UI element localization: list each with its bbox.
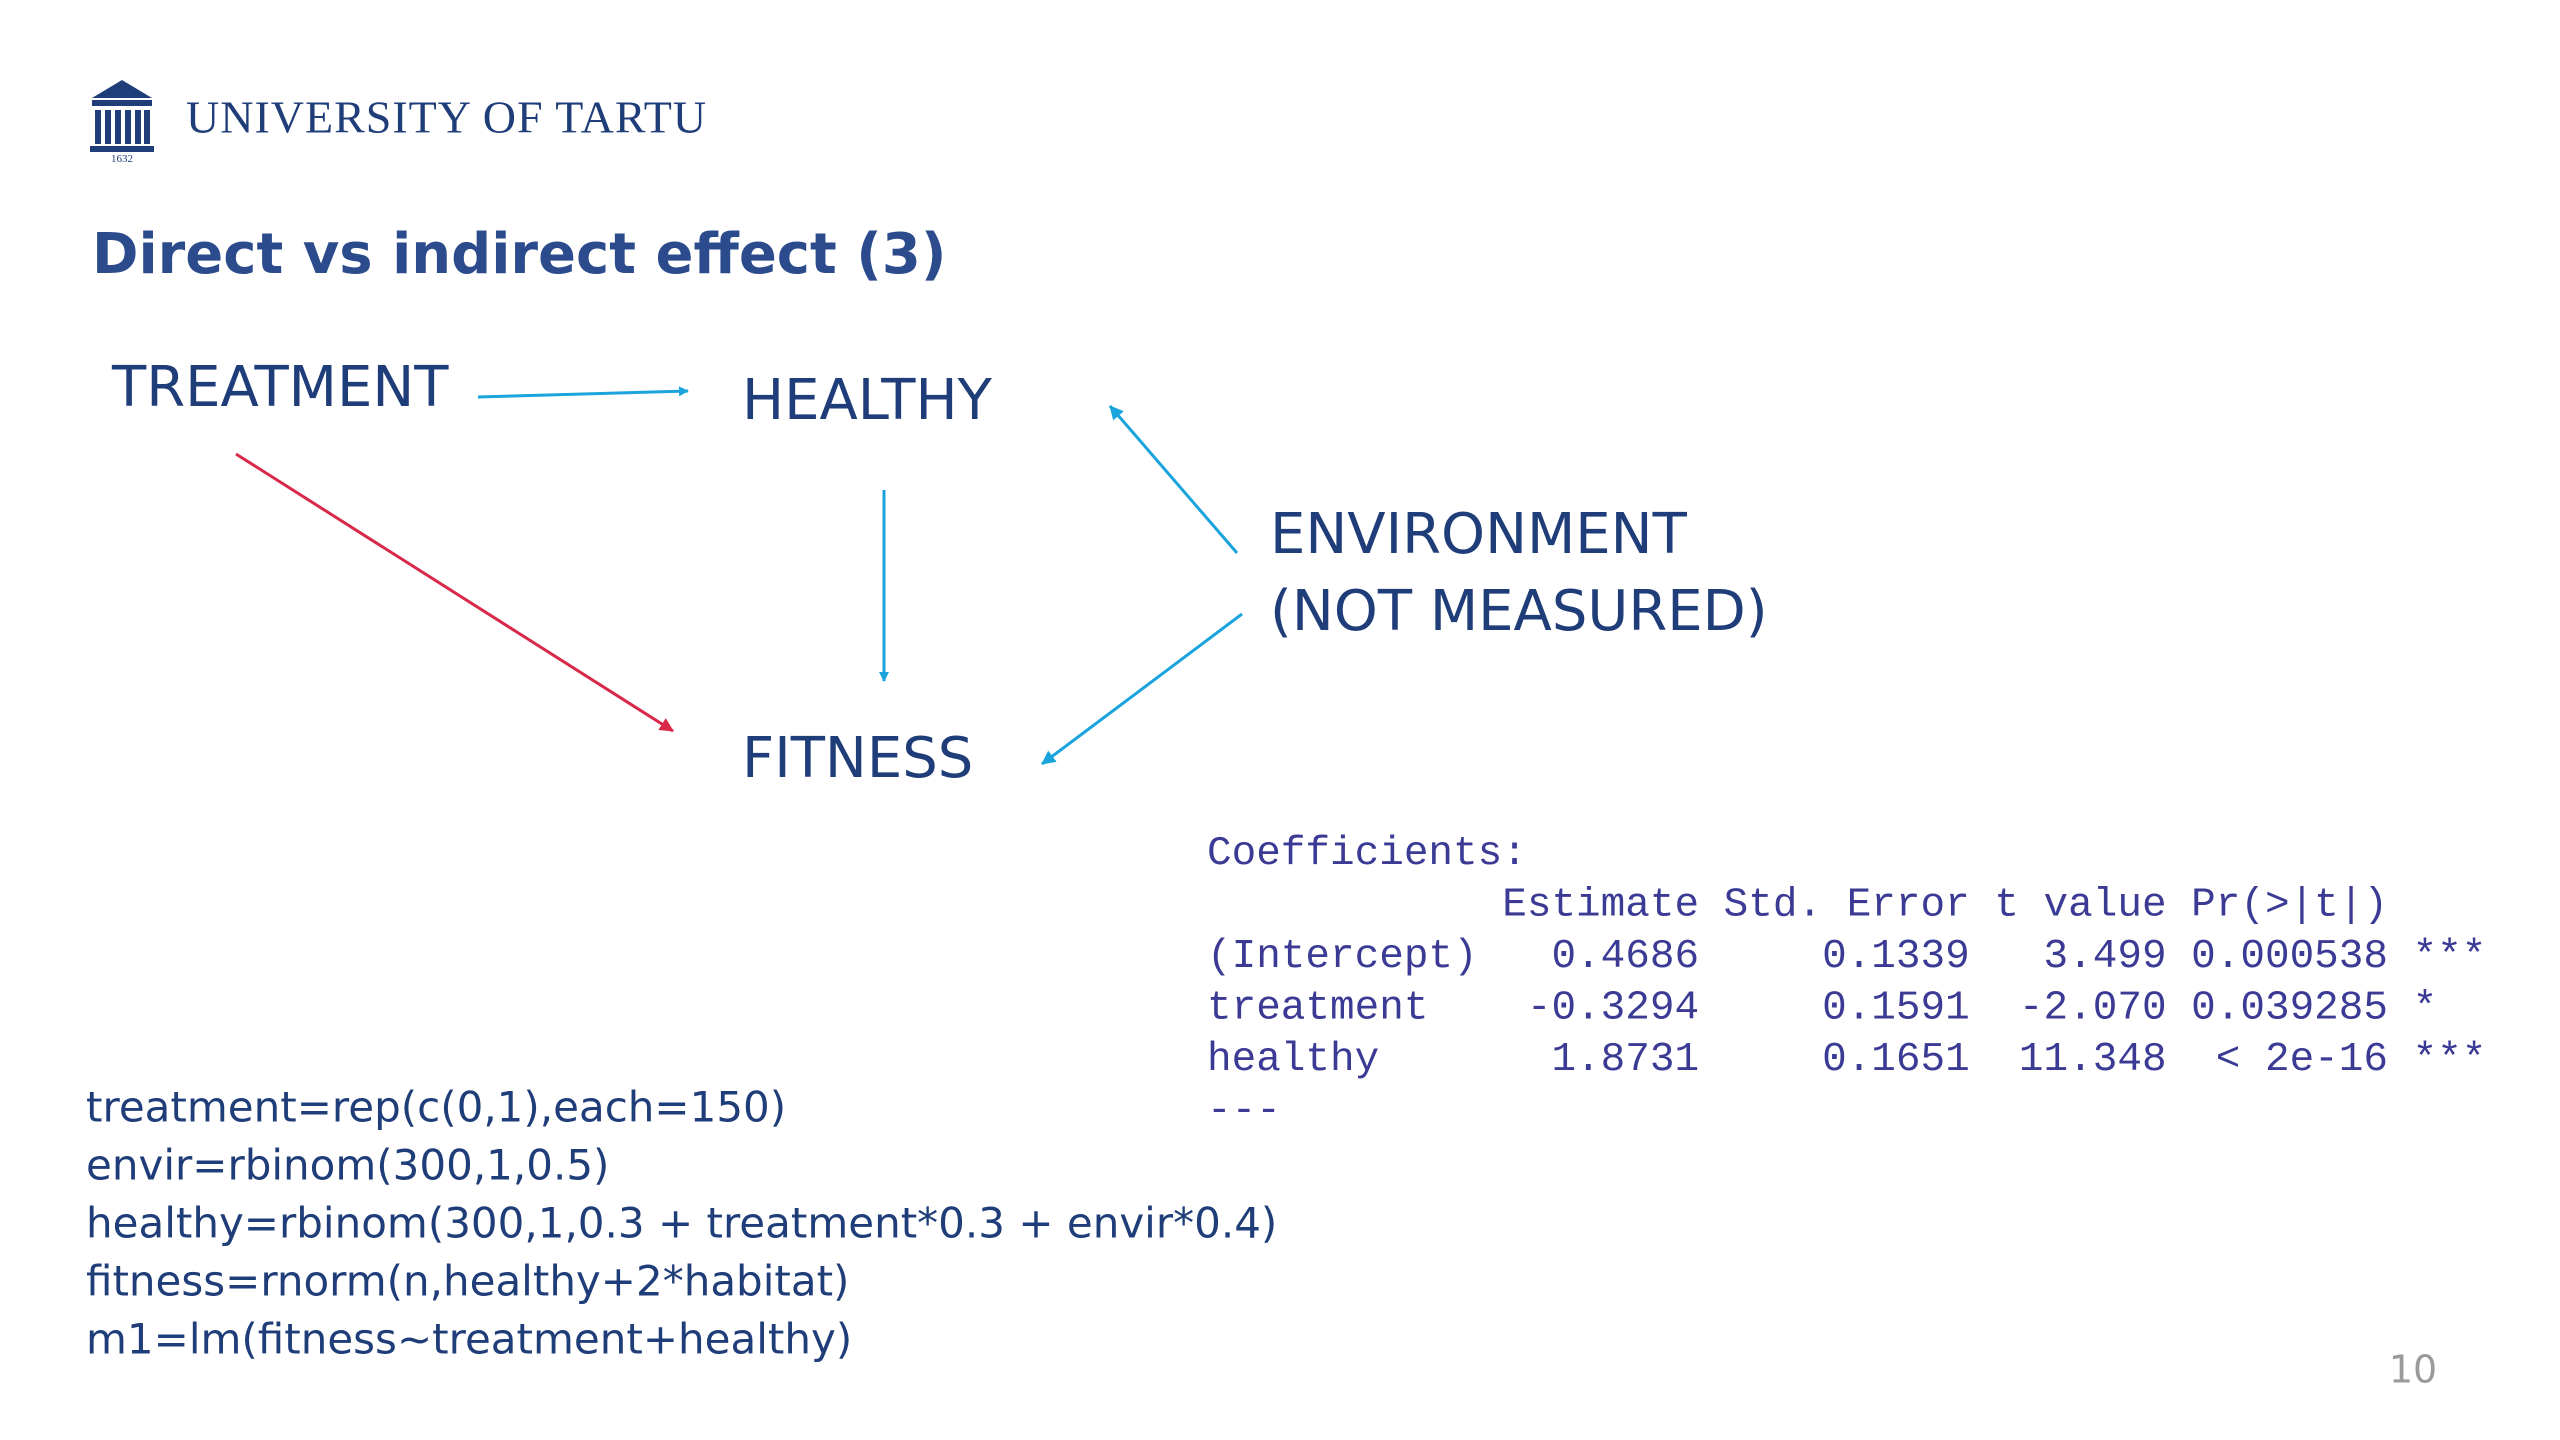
slide-title: Direct vs indirect effect (3) [92,222,946,287]
arrow [1108,405,1239,554]
output-line: (Intercept) 0.4686 0.1339 3.499 0.000538… [1207,934,2486,980]
output-line: Estimate Std. Error t value Pr(>|t|) [1207,882,2486,928]
arrows [235,386,1243,766]
logo-year: 1632 [111,153,133,165]
university-name: UNIVERSITY OF TARTU [186,92,707,143]
node-label: TREATMENT [111,355,449,420]
output-line: Coefficients: [1207,831,1527,877]
arrow [1041,612,1243,766]
code-line: fitness=rnorm(n,healthy+2*habitat) [86,1257,849,1306]
node-label: ENVIRONMENT [1270,502,1688,567]
output-line: healthy 1.8731 0.1651 11.348 < 2e-16 *** [1207,1037,2486,1083]
code-line: healthy=rbinom(300,1,0.3 + treatment*0.3… [86,1199,1277,1248]
code-line: envir=rbinom(300,1,0.5) [86,1141,609,1190]
arrow [477,386,689,399]
node-label: HEALTHY [742,368,993,433]
output-line: --- [1207,1088,1281,1134]
code-line: treatment=rep(c(0,1),each=150) [86,1083,786,1132]
code-block: treatment=rep(c(0,1),each=150) envir=rbin… [86,1083,1277,1364]
page-number: 10 [2389,1348,2437,1392]
r-output: Coefficients: Estimate Std. Error t valu… [1207,831,2486,1135]
arrow [235,452,674,733]
code-line: m1=lm(fitness~treatment+healthy) [86,1315,852,1364]
output-line: treatment -0.3294 0.1591 -2.070 0.039285… [1207,985,2486,1031]
node-label: FITNESS [742,726,973,791]
logo: 1632 [90,80,154,165]
node-label: (NOT MEASURED) [1270,579,1768,644]
